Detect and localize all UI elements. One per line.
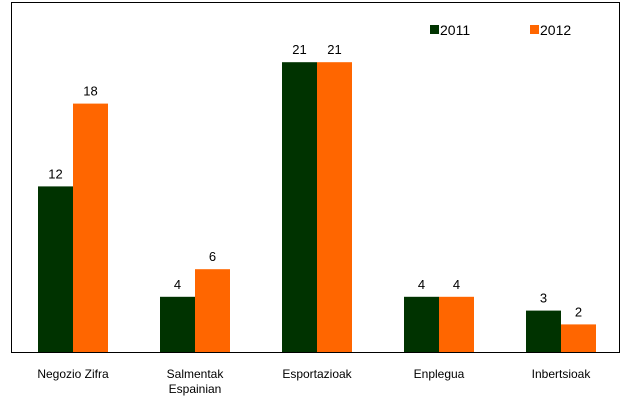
plot-border (11, 2, 620, 353)
bar-2011-0 (38, 186, 73, 352)
data-label-2011-3: 4 (418, 277, 425, 292)
data-label-2011-4: 3 (540, 291, 547, 306)
legend-swatch-2011 (430, 25, 439, 34)
legend: 2011 2012 (430, 22, 571, 38)
category-label-2: Esportazioak (282, 367, 352, 381)
category-label-4: Inbertsioak (532, 367, 592, 381)
data-label-2012-3: 4 (453, 277, 460, 292)
bar-2011-3 (404, 296, 439, 352)
data-label-2011-2: 21 (292, 42, 306, 57)
data-label-2012-4: 2 (575, 304, 582, 319)
bar-2012-1 (195, 269, 230, 352)
bar-2012-0 (73, 103, 108, 352)
bar-labels-group: 12 18 4 6 21 21 4 4 3 2 (48, 42, 582, 319)
data-label-2012-0: 18 (83, 84, 97, 99)
bar-2011-2 (282, 62, 317, 352)
data-label-2011-0: 12 (48, 166, 62, 181)
category-label-1: Salmentak Espainian (167, 367, 225, 396)
bar-2011-4 (526, 310, 561, 352)
data-label-2012-2: 21 (327, 42, 341, 57)
data-label-2012-1: 6 (209, 249, 216, 264)
legend-label-2012: 2012 (540, 22, 571, 38)
data-label-2011-1: 4 (174, 277, 181, 292)
bar-2011-1 (160, 296, 195, 352)
bar-2012-2 (317, 62, 352, 352)
legend-swatch-2012 (530, 25, 539, 34)
category-label-0: Negozio Zifra (37, 367, 109, 381)
category-labels-group: Negozio Zifra Salmentak Espainian Esportazi… (37, 367, 591, 396)
bars-group (38, 62, 596, 352)
category-label-3: Enplegua (414, 367, 465, 381)
bar-2012-3 (439, 296, 474, 352)
bar-2012-4 (561, 324, 596, 352)
legend-label-2011: 2011 (440, 22, 470, 38)
